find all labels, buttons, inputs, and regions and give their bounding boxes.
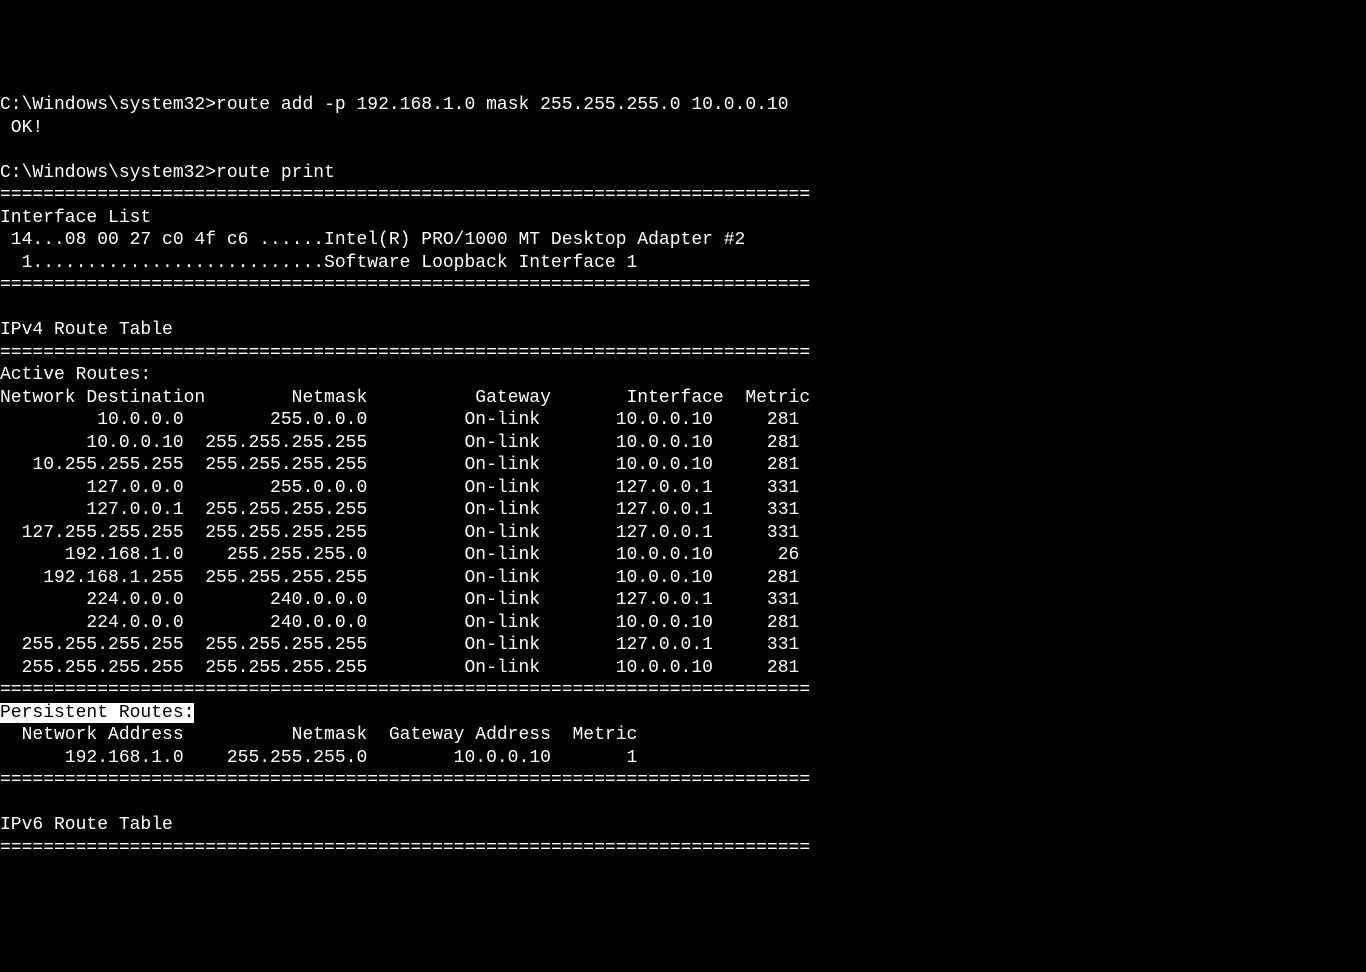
result-1: OK! — [0, 118, 43, 138]
separator-6: ========================================… — [0, 838, 810, 858]
route-table-body: 10.0.0.0 255.0.0.0 On-link 10.0.0.10 281… — [0, 410, 799, 678]
route-table-header: Network Destination Netmask Gateway Inte… — [0, 388, 810, 408]
interface-1: 14...08 00 27 c0 4f c6 ......Intel(R) PR… — [0, 230, 745, 250]
separator-3: ========================================… — [0, 343, 810, 363]
ipv4-title: IPv4 Route Table — [0, 320, 173, 340]
separator-1: ========================================… — [0, 185, 810, 205]
interface-2: 1...........................Software Loo… — [0, 253, 637, 273]
command-2: route print — [216, 163, 335, 183]
interface-list-title: Interface List — [0, 208, 151, 228]
command-1: route add -p 192.168.1.0 mask 255.255.25… — [216, 95, 789, 115]
active-routes-title: Active Routes: — [0, 365, 151, 385]
separator-2: ========================================… — [0, 275, 810, 295]
persistent-header: Network Address Netmask Gateway Address … — [0, 725, 637, 745]
separator-4: ========================================… — [0, 680, 810, 700]
prompt-1: C:\Windows\system32> — [0, 95, 216, 115]
persistent-body: 192.168.1.0 255.255.255.0 10.0.0.10 1 — [0, 748, 637, 768]
prompt-2: C:\Windows\system32> — [0, 163, 216, 183]
separator-5: ========================================… — [0, 770, 810, 790]
terminal-output[interactable]: C:\Windows\system32>route add -p 192.168… — [0, 90, 1366, 859]
ipv6-title: IPv6 Route Table — [0, 815, 173, 835]
persistent-routes-title: Persistent Routes: — [0, 703, 194, 723]
